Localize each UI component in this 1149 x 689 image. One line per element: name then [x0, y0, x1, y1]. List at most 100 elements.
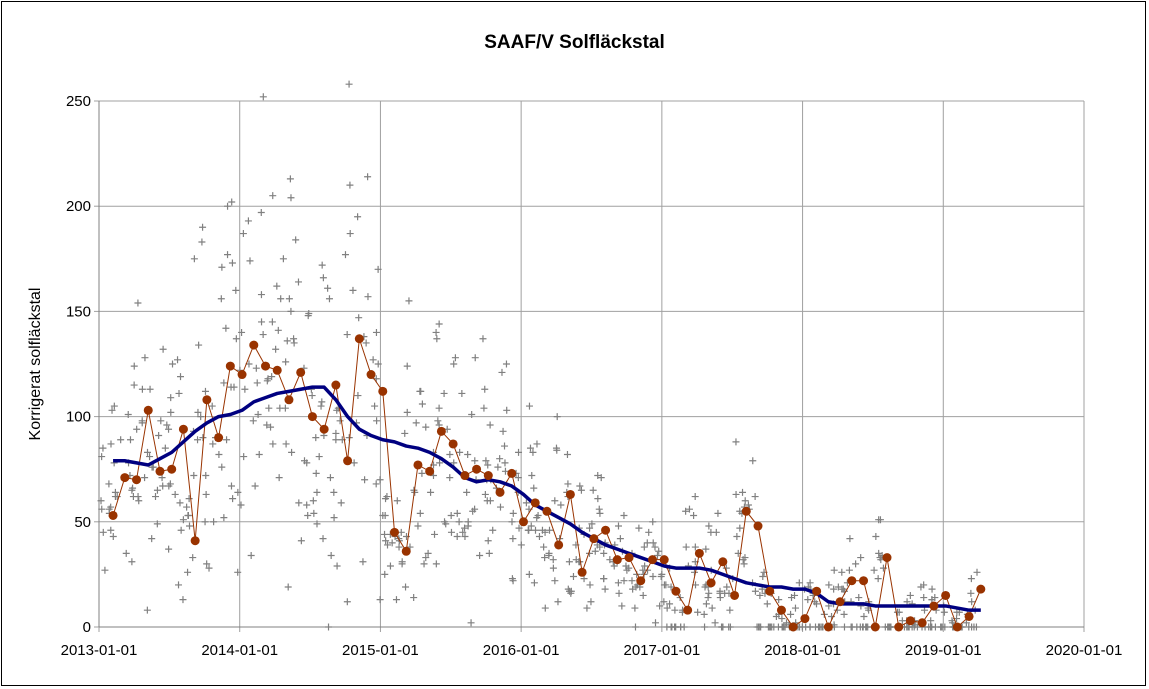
daily-observation-point — [185, 495, 193, 503]
daily-observation-point — [479, 335, 487, 343]
daily-observation-point — [928, 623, 936, 631]
daily-observation-point — [714, 509, 722, 517]
daily-observation-point — [749, 457, 757, 465]
daily-observation-point — [199, 434, 207, 442]
daily-observation-point — [451, 354, 459, 362]
daily-observation-point — [484, 461, 492, 469]
daily-observation-point — [620, 577, 628, 585]
monthly-mean-point — [354, 334, 364, 344]
daily-observation-point — [855, 594, 863, 602]
daily-observation-point — [565, 558, 573, 566]
daily-observation-point — [97, 497, 105, 505]
daily-observation-point — [418, 469, 426, 477]
y-tick-label: 200 — [66, 198, 91, 215]
daily-observation-point — [327, 551, 335, 559]
daily-observation-point — [857, 554, 865, 562]
monthly-mean-point — [718, 557, 728, 567]
monthly-mean-point — [366, 370, 376, 380]
daily-observation-point — [105, 505, 113, 513]
daily-observation-point — [252, 364, 260, 372]
daily-observation-point — [499, 427, 507, 435]
daily-observation-point — [224, 202, 232, 210]
daily-observation-point — [733, 533, 741, 541]
daily-observation-point — [312, 469, 320, 477]
monthly-mean-point — [272, 365, 282, 375]
daily-observation-point — [259, 93, 267, 101]
daily-observation-point — [228, 259, 236, 267]
monthly-mean-point — [390, 527, 399, 537]
daily-observation-point — [355, 314, 363, 322]
daily-observation-point — [398, 558, 406, 566]
daily-observation-point — [177, 373, 185, 381]
daily-observation-point — [587, 598, 595, 606]
daily-observation-point — [615, 589, 623, 597]
daily-observation-point — [247, 551, 255, 559]
daily-observation-point — [346, 181, 354, 189]
daily-observation-point — [597, 474, 605, 482]
daily-observation-point — [546, 526, 554, 534]
daily-observation-point — [702, 545, 710, 553]
daily-observation-point — [130, 381, 138, 389]
daily-observation-point — [577, 486, 585, 494]
daily-observation-point — [146, 453, 154, 461]
daily-observation-point — [275, 474, 283, 482]
monthly-mean-point — [788, 622, 798, 632]
daily-observation-point — [238, 328, 246, 336]
monthly-mean-point — [683, 605, 693, 615]
daily-observation-point — [292, 236, 300, 244]
daily-observation-point — [840, 623, 848, 631]
daily-observation-point — [418, 400, 426, 408]
daily-observation-point — [217, 295, 225, 303]
daily-observation-point — [165, 425, 173, 433]
daily-observation-point — [643, 539, 651, 547]
daily-observation-point — [508, 575, 516, 583]
daily-observation-point — [209, 440, 217, 448]
daily-observation-point — [283, 337, 291, 345]
daily-observation-point — [305, 310, 313, 318]
daily-observation-point — [128, 558, 136, 566]
daily-observation-point — [600, 549, 608, 557]
daily-observation-point — [967, 575, 975, 583]
daily-observation-point — [485, 549, 493, 557]
daily-observation-point — [414, 522, 422, 530]
daily-observation-point — [447, 511, 455, 519]
daily-observation-point — [312, 434, 320, 442]
daily-observation-point — [515, 448, 523, 456]
daily-observation-point — [167, 394, 175, 402]
daily-observation-point — [433, 335, 441, 343]
daily-observation-point — [374, 265, 382, 273]
daily-observation-point — [614, 579, 622, 587]
daily-observation-point — [436, 459, 444, 467]
monthly-mean-point — [448, 439, 458, 449]
daily-observation-point — [403, 533, 411, 541]
daily-observation-point — [532, 526, 540, 534]
daily-observation-point — [315, 453, 323, 461]
daily-observation-point — [772, 612, 780, 620]
daily-observation-point — [202, 472, 210, 480]
daily-observation-point — [169, 360, 177, 368]
daily-observation-point — [128, 486, 136, 494]
daily-observation-point — [269, 440, 277, 448]
monthly-mean-point — [870, 622, 880, 632]
daily-observation-point — [471, 457, 479, 465]
daily-observation-point — [183, 503, 191, 511]
daily-observation-point — [535, 533, 543, 541]
monthly-mean-point — [249, 340, 259, 350]
monthly-mean-point — [565, 489, 575, 499]
daily-observation-point — [725, 623, 733, 631]
daily-observation-point — [501, 442, 509, 450]
monthly-mean-point — [178, 424, 188, 434]
daily-observation-point — [486, 421, 494, 429]
daily-observation-point — [610, 562, 618, 570]
daily-observation-point — [540, 543, 548, 551]
daily-observation-point — [911, 621, 919, 629]
daily-observation-point — [232, 335, 240, 343]
daily-observation-point — [705, 522, 713, 530]
monthly-mean-point — [202, 395, 212, 405]
daily-observation-point — [732, 438, 740, 446]
daily-observation-point — [174, 356, 182, 364]
daily-observation-point — [663, 604, 671, 612]
daily-observation-point — [948, 617, 956, 625]
monthly-mean-point — [190, 536, 200, 546]
